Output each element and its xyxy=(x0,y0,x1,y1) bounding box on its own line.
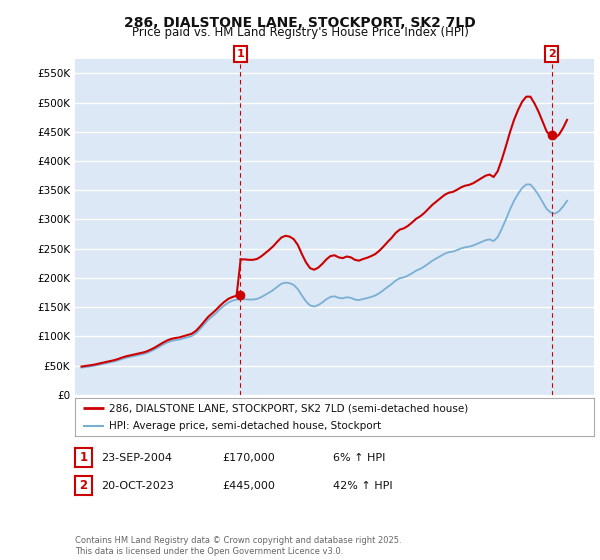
Text: 23-SEP-2004: 23-SEP-2004 xyxy=(101,452,172,463)
Text: 2: 2 xyxy=(79,479,88,492)
Text: HPI: Average price, semi-detached house, Stockport: HPI: Average price, semi-detached house,… xyxy=(109,421,381,431)
Text: Price paid vs. HM Land Registry's House Price Index (HPI): Price paid vs. HM Land Registry's House … xyxy=(131,26,469,39)
Text: 2: 2 xyxy=(548,49,556,59)
Text: 286, DIALSTONE LANE, STOCKPORT, SK2 7LD: 286, DIALSTONE LANE, STOCKPORT, SK2 7LD xyxy=(124,16,476,30)
Text: 286, DIALSTONE LANE, STOCKPORT, SK2 7LD (semi-detached house): 286, DIALSTONE LANE, STOCKPORT, SK2 7LD … xyxy=(109,403,468,413)
Text: Contains HM Land Registry data © Crown copyright and database right 2025.
This d: Contains HM Land Registry data © Crown c… xyxy=(75,536,401,556)
Text: £445,000: £445,000 xyxy=(222,480,275,491)
Text: 6% ↑ HPI: 6% ↑ HPI xyxy=(333,452,385,463)
Text: 20-OCT-2023: 20-OCT-2023 xyxy=(101,480,173,491)
Text: 1: 1 xyxy=(236,49,244,59)
Text: 1: 1 xyxy=(79,451,88,464)
Text: £170,000: £170,000 xyxy=(222,452,275,463)
Text: 42% ↑ HPI: 42% ↑ HPI xyxy=(333,480,392,491)
